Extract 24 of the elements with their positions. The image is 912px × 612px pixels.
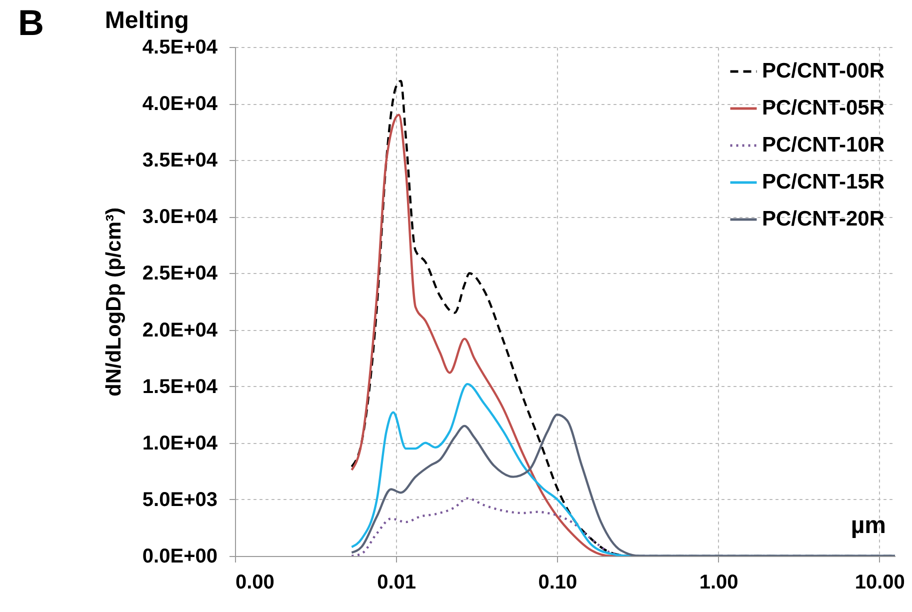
legend-label: PC/CNT-15R [762,170,885,194]
x-tick-label: 0.01 [377,572,416,594]
x-tick-label: 0.10 [538,572,578,594]
annotation: µm [850,512,886,540]
y-tick-label: 4.0E+04 [142,93,218,116]
y-axis-title: dN/dLogDp (p/cm³) [102,208,126,396]
legend-label: PC/CNT-00R [762,60,885,82]
y-tick-label: 2.0E+04 [142,319,218,342]
chart-title: Melting [104,7,189,34]
y-tick-label: 2.5E+04 [142,262,218,285]
y-tick-label: 3.5E+04 [142,150,218,172]
x-tick-label: 10.00 [854,572,905,594]
x-tick-label: 1.00 [699,572,738,594]
x-tick-label: 0.00 [236,572,274,594]
legend-label: PC/CNT-10R [762,134,885,156]
legend-label: PC/CNT-20R [762,208,885,230]
y-tick-label: 5.0E+03 [142,488,218,511]
text: B [18,2,44,44]
y-tick-label: 3.0E+04 [142,206,218,228]
y-tick-label: 0.0E+00 [142,546,218,568]
y-tick-label: 1.0E+04 [142,432,218,454]
legend-label: PC/CNT-05R [762,96,885,120]
y-tick-label: 1.5E+04 [142,376,218,398]
y-tick-label: 4.5E+04 [142,36,218,58]
